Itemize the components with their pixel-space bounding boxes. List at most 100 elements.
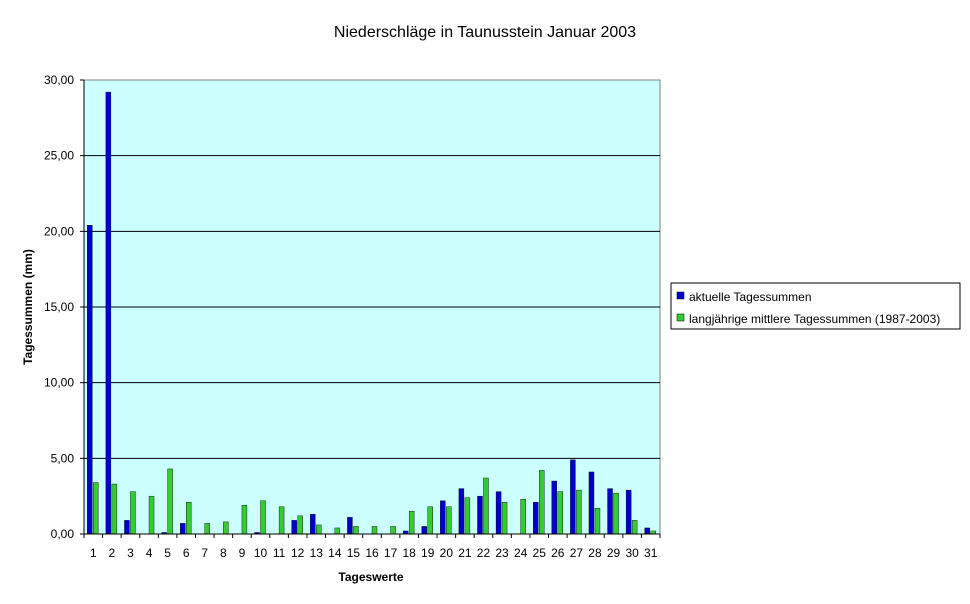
x-tick-label: 6: [183, 546, 190, 560]
bar-langjaehrige: [334, 527, 341, 535]
bar-langjaehrige: [278, 506, 285, 535]
x-tick-label: 31: [644, 546, 658, 560]
bar-langjaehrige: [390, 526, 396, 535]
bar-aktuelle: [607, 488, 613, 535]
bar-aktuelle: [533, 502, 539, 535]
x-tick-label: 24: [514, 546, 528, 560]
bar-langjaehrige: [241, 505, 248, 535]
bar-langjaehrige: [501, 502, 508, 535]
bar-aktuelle: [179, 523, 186, 535]
bar-langjaehrige: [427, 506, 433, 535]
x-tick-label: 19: [421, 546, 435, 560]
bar-langjaehrige: [148, 495, 155, 535]
bar-aktuelle: [291, 520, 297, 535]
bar-aktuelle: [477, 495, 483, 535]
x-tick-label: 2: [109, 546, 116, 560]
bar-langjaehrige: [316, 524, 322, 535]
x-tick-label: 9: [239, 546, 246, 560]
bar-aktuelle: [458, 488, 465, 535]
legend: aktuelle Tagessummen langjährige mittler…: [670, 282, 961, 330]
y-tick-label: 20,00: [44, 224, 74, 238]
bar-langjaehrige: [539, 470, 545, 535]
x-tick-label: 13: [310, 546, 324, 560]
x-tick-label: 7: [201, 546, 208, 560]
bar-aktuelle: [625, 489, 632, 535]
bar-langjaehrige: [185, 502, 192, 535]
x-tick-label: 26: [551, 546, 565, 560]
y-tick-label: 10,00: [44, 376, 74, 390]
x-tick-label: 27: [570, 546, 584, 560]
bar-aktuelle: [551, 480, 558, 535]
y-tick-label: 5,00: [51, 451, 75, 465]
x-tick-label: 22: [477, 546, 491, 560]
x-tick-label: 21: [458, 546, 472, 560]
x-tick-label: 16: [365, 546, 379, 560]
bar-langjaehrige: [520, 498, 526, 535]
y-tick-label: 15,00: [44, 300, 74, 314]
bar-langjaehrige: [167, 468, 173, 535]
x-tick-label: 1: [90, 546, 97, 560]
bar-langjaehrige: [93, 482, 99, 535]
bar-langjaehrige: [613, 492, 619, 535]
bar-langjaehrige: [446, 506, 452, 535]
bar-langjaehrige: [594, 508, 601, 535]
x-tick-label: 5: [164, 546, 171, 560]
bar-langjaehrige: [631, 520, 638, 535]
x-tick-label: 28: [588, 546, 602, 560]
bar-aktuelle: [124, 520, 130, 535]
y-axis-label: Tagessummen (mm): [21, 249, 35, 365]
bar-aktuelle: [310, 514, 316, 535]
x-tick-label: 25: [533, 546, 547, 560]
x-axis-ticks: 1 2 3 4 5 6 7 8 9 10 11 12 13 14 15 16 17 18 19 20 21 22 23 24 2…: [83, 534, 661, 560]
legend-box: [670, 282, 961, 330]
x-tick-label: 18: [402, 546, 416, 560]
bar-langjaehrige: [371, 526, 378, 535]
bar-langjaehrige: [576, 489, 582, 535]
legend-label-langjaehrige: langjährige mittlere Tagessummen (1987-2…: [689, 312, 940, 326]
bar-aktuelle: [588, 471, 595, 535]
bar-aktuelle: [570, 459, 576, 535]
x-tick-label: 3: [127, 546, 134, 560]
bar-aktuelle: [347, 517, 353, 535]
x-tick-label: 20: [440, 546, 454, 560]
bar-langjaehrige: [353, 526, 359, 535]
bar-aktuelle: [87, 225, 93, 535]
bar-langjaehrige: [204, 523, 210, 535]
x-axis-label: Tageswerte: [338, 570, 403, 584]
x-tick-label: 12: [291, 546, 305, 560]
x-tick-label: 29: [607, 546, 621, 560]
y-tick-label: 30,00: [44, 73, 74, 87]
bar-aktuelle: [644, 527, 650, 535]
bar-langjaehrige: [464, 497, 471, 535]
bar-langjaehrige: [297, 515, 303, 535]
x-tick-label: 4: [146, 546, 153, 560]
bar-langjaehrige: [130, 491, 136, 535]
bar-aktuelle: [105, 91, 112, 535]
bar-aktuelle: [421, 526, 427, 535]
x-tick-label: 23: [495, 546, 509, 560]
x-tick-label: 17: [384, 546, 398, 560]
legend-label-aktuelle: aktuelle Tagessummen: [689, 290, 812, 304]
bar-langjaehrige: [111, 483, 118, 535]
y-tick-label: 0,00: [51, 527, 75, 541]
bar-aktuelle: [440, 500, 446, 535]
bar-langjaehrige: [408, 511, 415, 535]
legend-swatch-aktuelle: [676, 291, 685, 300]
x-tick-label: 14: [328, 546, 342, 560]
gridlines: [84, 155, 660, 459]
bar-langjaehrige: [557, 491, 564, 535]
bar-aktuelle: [495, 491, 502, 535]
chart-title: Niederschläge in Taunusstein Januar 2003: [334, 24, 636, 41]
bar-langjaehrige: [223, 521, 229, 535]
x-tick-label: 10: [254, 546, 268, 560]
x-tick-label: 30: [625, 546, 639, 560]
legend-swatch-langjaehrige: [676, 313, 685, 322]
y-axis-ticks: 0,00 5,00 10,00 15,00 20,00 25,00 30,00: [44, 73, 84, 541]
x-tick-label: 15: [347, 546, 361, 560]
y-tick-label: 25,00: [44, 149, 74, 163]
x-tick-label: 8: [220, 546, 227, 560]
x-tick-label: 11: [273, 546, 286, 560]
bar-langjaehrige: [483, 477, 489, 535]
bar-langjaehrige: [260, 500, 266, 535]
